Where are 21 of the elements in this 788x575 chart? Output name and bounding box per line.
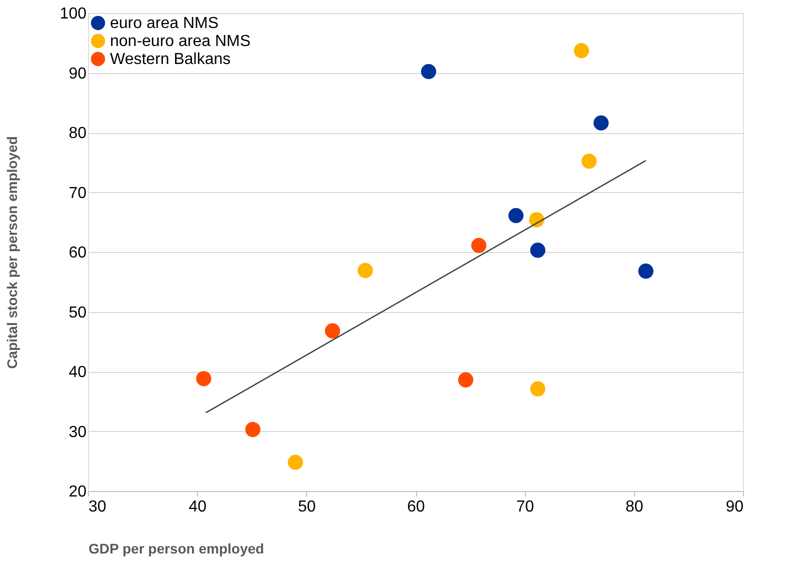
x-tick-label: 80 — [625, 498, 644, 516]
y-tick-label: 30 — [68, 424, 87, 441]
x-tick-label: 30 — [88, 498, 106, 516]
x-axis-title: GDP per person employed — [88, 540, 264, 556]
y-tick-label: 40 — [68, 364, 87, 381]
y-tick-label: 20 — [68, 484, 87, 500]
y-tick-label: 70 — [68, 184, 87, 202]
y-tick-label: 80 — [68, 125, 87, 142]
legend-label: euro area NMS — [110, 15, 218, 32]
legend-label: Western Balkans — [110, 51, 231, 68]
x-tick-label: 90 — [726, 498, 744, 516]
y-tick-label: 90 — [68, 65, 87, 82]
x-tick-label: 40 — [188, 498, 207, 516]
x-tick-label: 60 — [407, 498, 425, 516]
legend-label: non-euro area NMS — [110, 33, 251, 50]
y-axis-title: Capital stock per person employed — [4, 136, 20, 369]
y-tick-label: 60 — [68, 244, 87, 262]
x-tick-label: 70 — [516, 498, 534, 516]
y-tick-label: 50 — [68, 304, 87, 322]
y-tick-label: 100 — [60, 6, 87, 22]
x-tick-label: 50 — [298, 498, 316, 516]
